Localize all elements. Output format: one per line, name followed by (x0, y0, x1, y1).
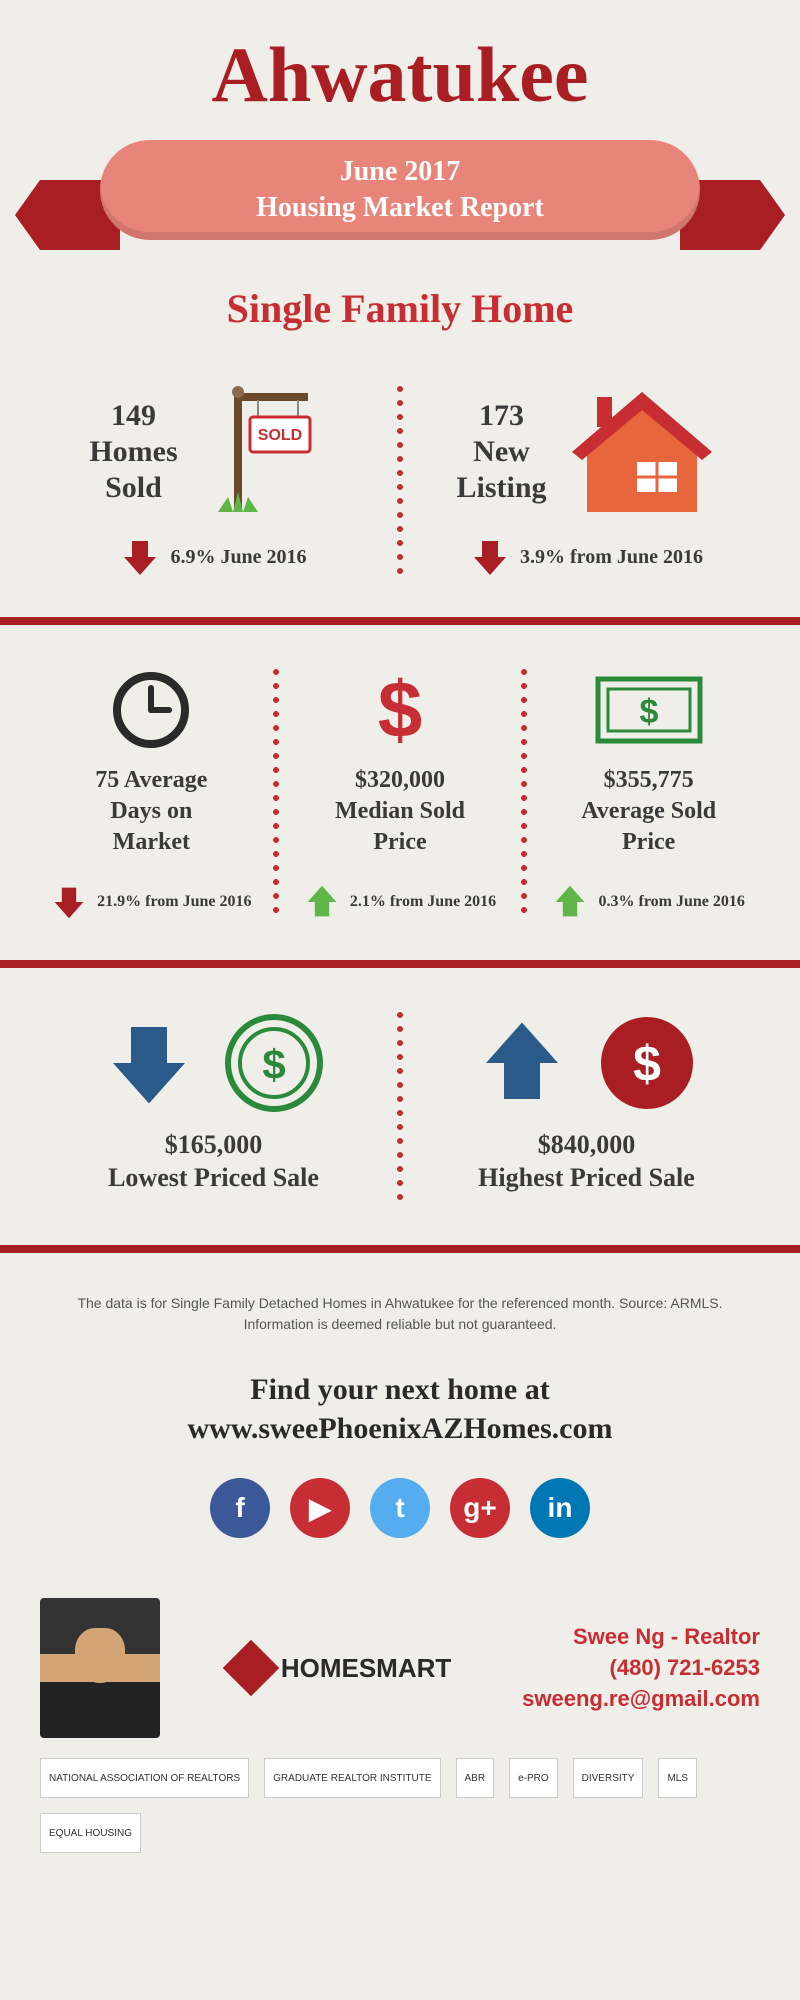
svg-text:SOLD: SOLD (257, 427, 301, 444)
cta-line1: Find your next home at (0, 1370, 800, 1409)
realtor-avatar (40, 1598, 160, 1738)
arrow-up-icon (304, 884, 340, 920)
footer-badge: DIVERSITY (573, 1758, 644, 1798)
divider-dotted (521, 665, 527, 920)
footer-badge: GRADUATE REALTOR INSTITUTE (264, 1758, 440, 1798)
change-text: 3.9% from June 2016 (520, 546, 703, 569)
svg-text:$: $ (633, 1036, 661, 1092)
clock-icon (111, 670, 191, 750)
cta-line2: www.sweePhoenixAZHomes.com (0, 1409, 800, 1448)
footer-badge: ABR (456, 1758, 495, 1798)
divider-thick (0, 617, 800, 625)
svg-text:$: $ (262, 1041, 285, 1088)
stat-median-price: $ $320,000 Median Sold Price 2.1% from J… (289, 665, 512, 920)
arrow-down-icon (51, 884, 87, 920)
page-title: Ahwatukee (0, 0, 800, 130)
divider-thick (0, 960, 800, 968)
social-row: f ▶ t g+ in (0, 1478, 800, 1538)
footer-badge: e-PRO (509, 1758, 558, 1798)
change-text: 21.9% from June 2016 (97, 893, 251, 911)
footer-badges: NATIONAL ASSOCIATION OF REALTORS GRADUATE… (40, 1758, 760, 1853)
divider-dotted (397, 1008, 403, 1206)
stat-highest-sale: $ $840,000 Highest Priced Sale (413, 1008, 760, 1206)
divider-dotted (397, 382, 403, 577)
stat-lowest-sale: $ $165,000 Lowest Priced Sale (40, 1008, 387, 1206)
arrow-down-icon (470, 537, 510, 577)
banner-line1: June 2017 (340, 154, 461, 190)
twitter-icon[interactable]: t (370, 1478, 430, 1538)
sold-sign-icon: SOLD (198, 382, 338, 522)
change-text: 0.3% from June 2016 (598, 893, 744, 911)
stat-days-on-market: 75 Average Days on Market 21.9% from Jun… (40, 665, 263, 920)
google-plus-icon[interactable]: g+ (450, 1478, 510, 1538)
divider-dotted (273, 665, 279, 920)
homesmart-logo: HOMESMART (231, 1648, 451, 1688)
svg-text:$: $ (639, 693, 658, 731)
subtitle: Single Family Home (0, 285, 800, 332)
dollar-icon: $ (378, 664, 423, 756)
disclaimer-text: The data is for Single Family Detached H… (0, 1273, 800, 1355)
stat-homes-sold: 149 Homes Sold SOLD 6.9% June 2016 (40, 382, 387, 577)
coin-icon: $ (224, 1013, 324, 1113)
facebook-icon[interactable]: f (210, 1478, 270, 1538)
money-bill-icon: $ (594, 675, 704, 745)
footer-badge: MLS (658, 1758, 697, 1798)
youtube-icon[interactable]: ▶ (290, 1478, 350, 1538)
arrow-down-icon (104, 1018, 194, 1108)
footer-badge: EQUAL HOUSING (40, 1813, 141, 1853)
contact-info: Swee Ng - Realtor (480) 721-6253 sweeng.… (522, 1622, 760, 1714)
divider-thick (0, 1245, 800, 1253)
banner-ribbon: June 2017 Housing Market Report (0, 140, 800, 270)
coin-solid-icon: $ (597, 1013, 697, 1113)
stat-new-listings: 173 New Listing 3.9% from June 2016 (413, 382, 760, 577)
arrow-down-icon (120, 537, 160, 577)
footer-badge: NATIONAL ASSOCIATION OF REALTORS (40, 1758, 249, 1798)
linkedin-icon[interactable]: in (530, 1478, 590, 1538)
banner-line2: Housing Market Report (256, 190, 544, 226)
arrow-up-icon (552, 884, 588, 920)
change-text: 2.1% from June 2016 (350, 893, 496, 911)
stat-avg-price: $ $355,775 Average Sold Price 0.3% from … (537, 665, 760, 920)
change-text: 6.9% June 2016 (170, 546, 306, 569)
arrow-up-icon (477, 1018, 567, 1108)
house-icon (567, 382, 717, 522)
